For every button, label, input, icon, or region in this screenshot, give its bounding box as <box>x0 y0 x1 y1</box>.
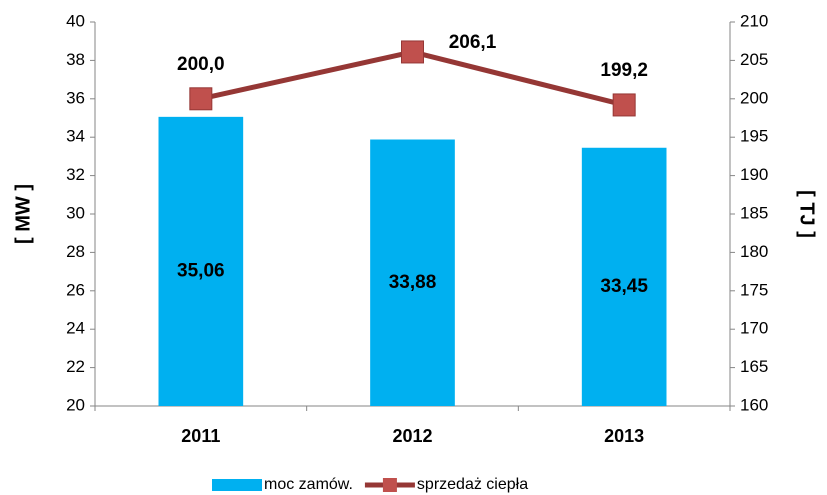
y-tick-label: 22 <box>66 357 85 376</box>
bar-value-label: 33,88 <box>389 272 437 293</box>
y2-tick-label: 205 <box>740 50 768 69</box>
y-tick-label: 26 <box>66 280 85 299</box>
x-tick-label: 2011 <box>181 426 220 446</box>
y-tick-label: 40 <box>66 11 85 30</box>
y2-tick-label: 180 <box>740 242 768 261</box>
bar <box>370 139 455 406</box>
y2-tick-label: 200 <box>740 88 768 107</box>
y2-tick-label: 195 <box>740 127 768 146</box>
y2-tick-label: 175 <box>740 280 768 299</box>
y-tick-label: 30 <box>66 203 85 222</box>
y-tick-label: 36 <box>66 88 85 107</box>
bar-value-label: 35,06 <box>177 260 225 281</box>
line-value-label: 200,0 <box>177 54 225 75</box>
legend-marker <box>382 478 397 492</box>
y2-tick-label: 190 <box>740 165 768 184</box>
y2-tick-label: 160 <box>740 395 768 414</box>
x-tick-label: 2013 <box>604 426 644 446</box>
y-axis-label: [ MW ] <box>12 184 34 244</box>
y2-tick-label: 185 <box>740 203 768 222</box>
legend-swatch <box>212 479 262 491</box>
line-marker <box>401 40 424 64</box>
bar-value-label: 33,45 <box>600 276 648 297</box>
line-marker <box>612 93 636 117</box>
line-value-label: 199,2 <box>600 60 648 81</box>
bar <box>158 116 244 407</box>
y-tick-label: 32 <box>66 165 85 184</box>
y-tick-label: 38 <box>66 50 85 69</box>
line-marker <box>189 87 213 111</box>
y2-axis-label: [ TJ ] <box>796 190 818 238</box>
bar <box>581 147 667 406</box>
x-tick-label: 2012 <box>392 426 432 446</box>
y2-tick-label: 170 <box>740 319 768 338</box>
y-tick-label: 20 <box>66 395 85 414</box>
y-tick-label: 34 <box>66 127 85 146</box>
y-tick-label: 28 <box>66 242 85 261</box>
line-value-label: 206,1 <box>449 32 497 53</box>
y-tick-label: 24 <box>66 319 85 338</box>
legend-label: sprzedaż ciepła <box>417 476 528 493</box>
y2-tick-label: 165 <box>740 357 768 376</box>
y2-tick-label: 210 <box>740 11 768 30</box>
legend-label: moc zamów. <box>264 476 353 493</box>
